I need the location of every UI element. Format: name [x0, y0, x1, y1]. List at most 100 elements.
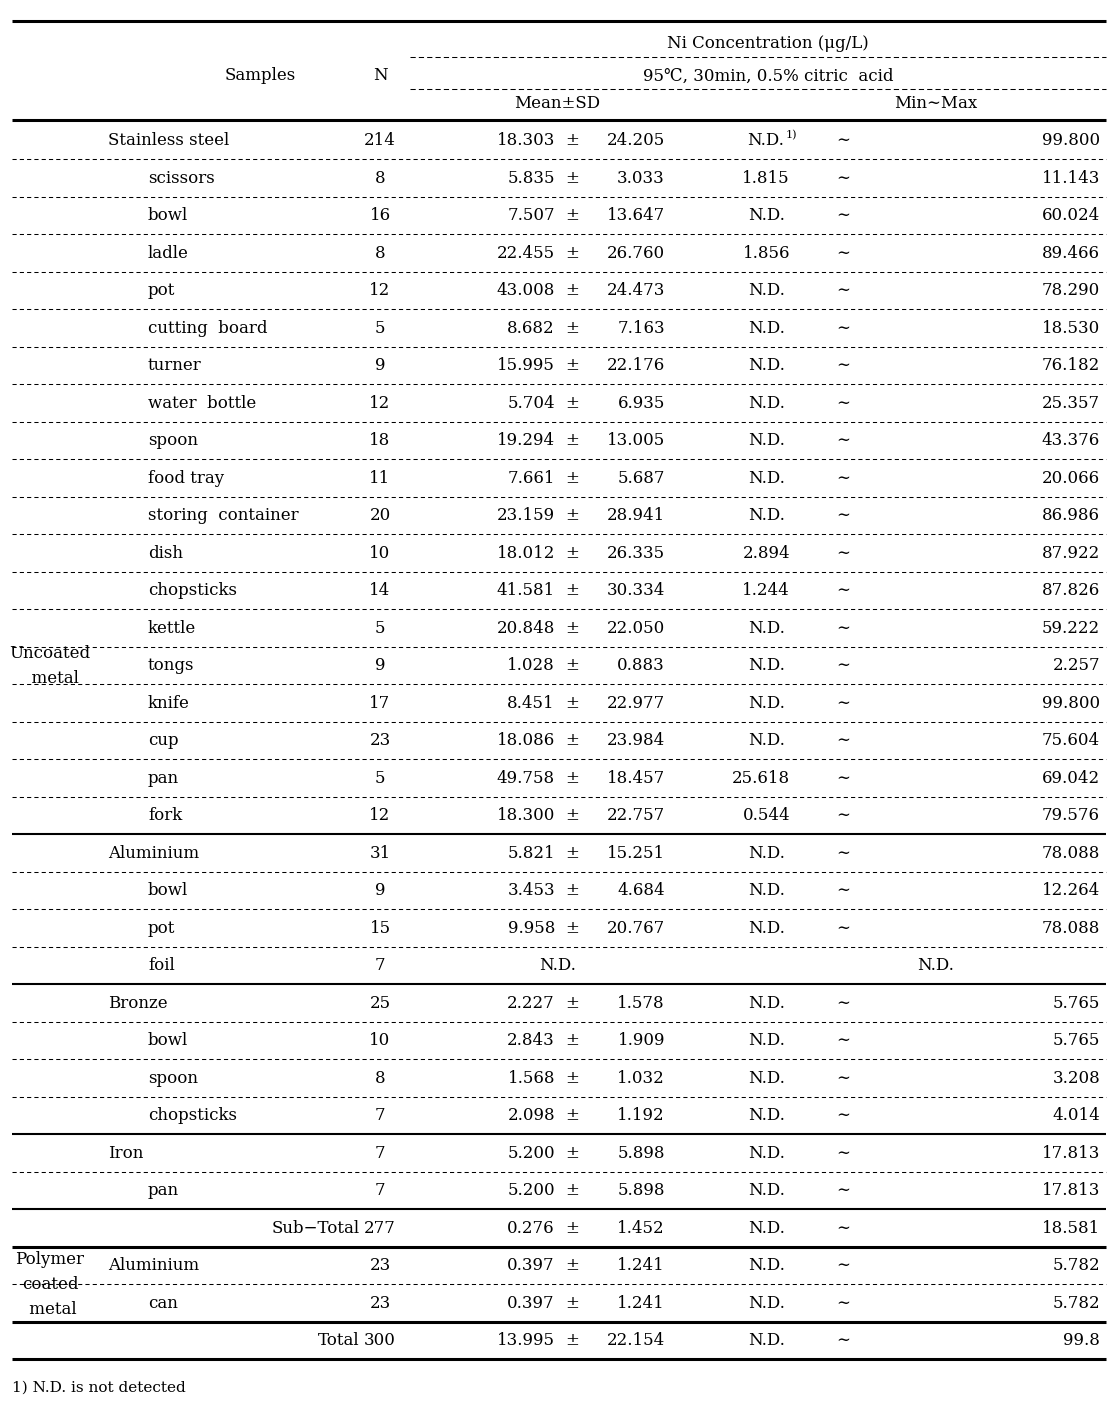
- Text: 87.826: 87.826: [1042, 583, 1100, 600]
- Text: 7: 7: [375, 1107, 386, 1124]
- Text: Iron: Iron: [108, 1145, 143, 1161]
- Text: ∼: ∼: [836, 919, 850, 936]
- Text: ∼: ∼: [836, 1182, 850, 1199]
- Text: 2.843: 2.843: [508, 1032, 555, 1049]
- Text: ∼: ∼: [836, 583, 850, 600]
- Text: 5.765: 5.765: [1053, 1032, 1100, 1049]
- Text: N.D.: N.D.: [748, 1107, 785, 1124]
- Text: ±: ±: [565, 395, 579, 412]
- Text: ∼: ∼: [836, 132, 850, 149]
- Text: ∼: ∼: [836, 544, 850, 561]
- Text: Bronze: Bronze: [108, 995, 168, 1012]
- Text: 1.241: 1.241: [617, 1295, 665, 1312]
- Text: ±: ±: [565, 770, 579, 787]
- Text: bowl: bowl: [148, 882, 188, 899]
- Text: 0.397: 0.397: [508, 1258, 555, 1275]
- Text: 23.984: 23.984: [607, 732, 665, 749]
- Text: 1.241: 1.241: [617, 1258, 665, 1275]
- Text: ±: ±: [565, 1070, 579, 1087]
- Text: ∼: ∼: [836, 770, 850, 787]
- Text: ∼: ∼: [836, 469, 850, 486]
- Text: ∼: ∼: [836, 1032, 850, 1049]
- Text: ∼: ∼: [836, 1107, 850, 1124]
- Text: 5.898: 5.898: [617, 1145, 665, 1161]
- Text: 5.765: 5.765: [1053, 995, 1100, 1012]
- Text: 22.050: 22.050: [607, 620, 665, 637]
- Text: 28.941: 28.941: [607, 507, 665, 524]
- Text: 7.661: 7.661: [508, 469, 555, 486]
- Text: Sub−Total: Sub−Total: [272, 1219, 360, 1236]
- Text: 13.005: 13.005: [607, 432, 665, 449]
- Text: 277: 277: [364, 1219, 396, 1236]
- Text: ∼: ∼: [836, 620, 850, 637]
- Text: ±: ±: [565, 1258, 579, 1275]
- Text: 20.767: 20.767: [607, 919, 665, 936]
- Text: pot: pot: [148, 919, 176, 936]
- Text: Aluminium: Aluminium: [108, 1258, 199, 1275]
- Text: Uncoated
  metal: Uncoated metal: [9, 645, 91, 686]
- Text: ∼: ∼: [836, 995, 850, 1012]
- Text: 4.684: 4.684: [617, 882, 665, 899]
- Text: 1.909: 1.909: [617, 1032, 665, 1049]
- Text: ∼: ∼: [836, 1331, 850, 1349]
- Text: 7: 7: [375, 958, 386, 975]
- Text: ∼: ∼: [836, 1258, 850, 1275]
- Text: 0.883: 0.883: [617, 657, 665, 674]
- Text: 5.687: 5.687: [617, 469, 665, 486]
- Text: bowl: bowl: [148, 1032, 188, 1049]
- Text: pan: pan: [148, 770, 179, 787]
- Text: ∼: ∼: [836, 283, 850, 300]
- Text: N.D.: N.D.: [748, 882, 785, 899]
- Text: 30.334: 30.334: [607, 583, 665, 600]
- Text: can: can: [148, 1295, 178, 1312]
- Text: ±: ±: [565, 544, 579, 561]
- Text: 12: 12: [369, 395, 390, 412]
- Text: N.D.: N.D.: [748, 1295, 785, 1312]
- Text: 18.457: 18.457: [607, 770, 665, 787]
- Text: 1.192: 1.192: [617, 1107, 665, 1124]
- Text: 22.977: 22.977: [607, 695, 665, 712]
- Text: pan: pan: [148, 1182, 179, 1199]
- Text: N.D.: N.D.: [748, 1331, 785, 1349]
- Text: Stainless steel: Stainless steel: [108, 132, 229, 149]
- Text: 1.578: 1.578: [617, 995, 665, 1012]
- Text: foil: foil: [148, 958, 174, 975]
- Text: ∼: ∼: [836, 695, 850, 712]
- Text: ∼: ∼: [836, 357, 850, 374]
- Text: 43.008: 43.008: [496, 283, 555, 300]
- Text: 9: 9: [375, 657, 386, 674]
- Text: N.D.: N.D.: [748, 1219, 785, 1236]
- Text: 1.244: 1.244: [742, 583, 790, 600]
- Text: N.D.: N.D.: [748, 395, 785, 412]
- Text: ±: ±: [565, 657, 579, 674]
- Text: 0.276: 0.276: [508, 1219, 555, 1236]
- Text: 1.856: 1.856: [742, 244, 790, 261]
- Text: ±: ±: [565, 919, 579, 936]
- Text: N.D.: N.D.: [748, 357, 785, 374]
- Text: 18.303: 18.303: [496, 132, 555, 149]
- Text: 18: 18: [369, 432, 390, 449]
- Text: N.D.: N.D.: [748, 844, 785, 861]
- Text: 5.898: 5.898: [617, 1182, 665, 1199]
- Text: ∼: ∼: [836, 169, 850, 186]
- Text: 22.757: 22.757: [607, 807, 665, 824]
- Text: 22.154: 22.154: [607, 1331, 665, 1349]
- Text: chopsticks: chopsticks: [148, 583, 237, 600]
- Text: scissors: scissors: [148, 169, 215, 186]
- Text: ±: ±: [565, 432, 579, 449]
- Text: ±: ±: [565, 320, 579, 337]
- Text: 17.813: 17.813: [1042, 1182, 1100, 1199]
- Text: pot: pot: [148, 283, 176, 300]
- Text: 15.251: 15.251: [607, 844, 665, 861]
- Text: ∼: ∼: [836, 207, 850, 225]
- Text: tongs: tongs: [148, 657, 195, 674]
- Text: 12: 12: [369, 807, 390, 824]
- Text: 87.922: 87.922: [1042, 544, 1100, 561]
- Text: 78.088: 78.088: [1042, 919, 1100, 936]
- Text: N.D.: N.D.: [539, 958, 576, 975]
- Text: ±: ±: [565, 844, 579, 861]
- Text: turner: turner: [148, 357, 201, 374]
- Text: 10: 10: [369, 1032, 390, 1049]
- Text: Mean±SD: Mean±SD: [514, 95, 600, 111]
- Text: ±: ±: [565, 244, 579, 261]
